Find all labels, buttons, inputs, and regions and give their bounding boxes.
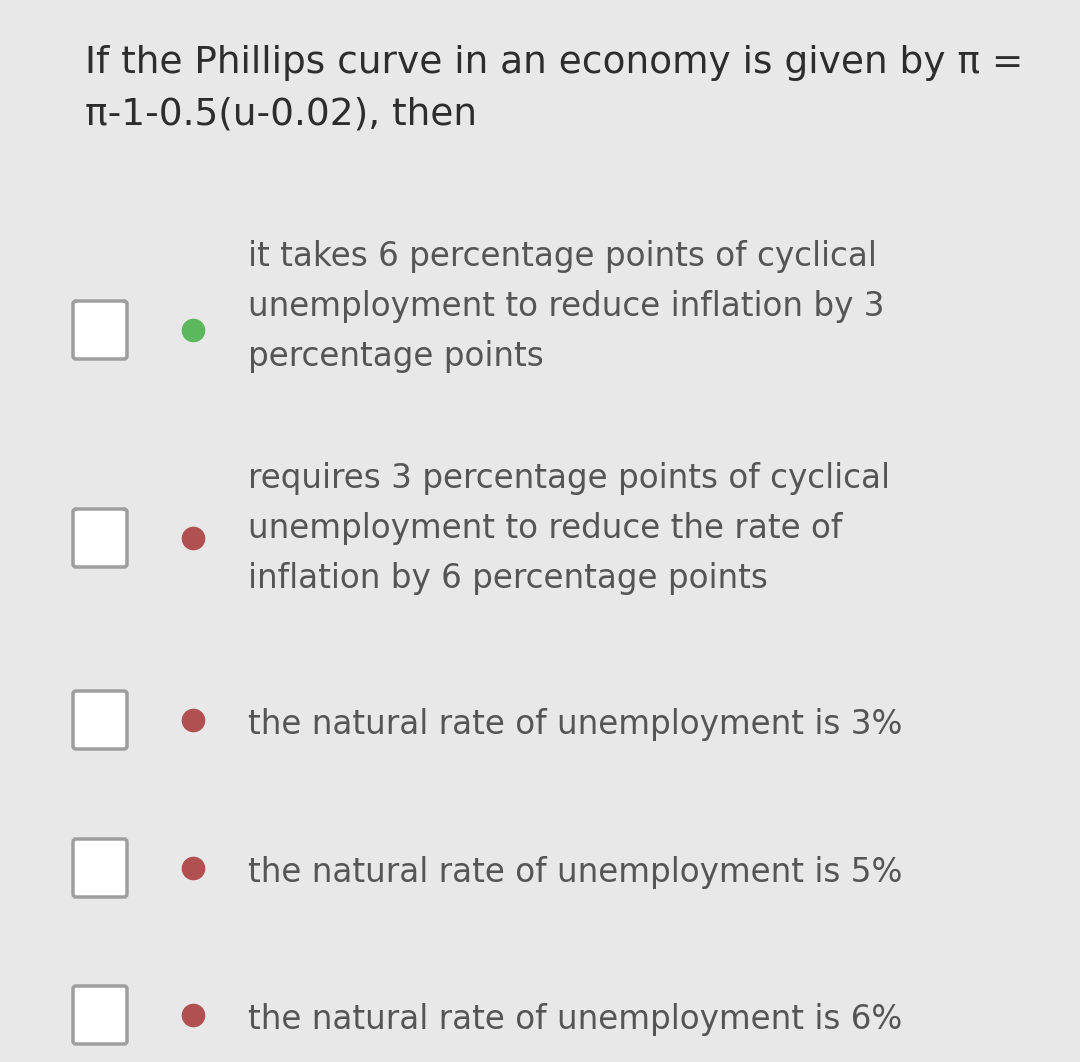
FancyBboxPatch shape [73,301,127,359]
Text: the natural rate of unemployment is 3%: the natural rate of unemployment is 3% [248,708,903,741]
FancyBboxPatch shape [73,839,127,897]
Text: it takes 6 percentage points of cyclical
unemployment to reduce inflation by 3
p: it takes 6 percentage points of cyclical… [248,240,885,373]
FancyBboxPatch shape [73,509,127,567]
FancyBboxPatch shape [73,986,127,1044]
Text: If the Phillips curve in an economy is given by π =
π-1-0.5(u-0.02), then: If the Phillips curve in an economy is g… [85,45,1024,133]
Text: the natural rate of unemployment is 5%: the natural rate of unemployment is 5% [248,856,903,889]
FancyBboxPatch shape [73,691,127,749]
Text: the natural rate of unemployment is 6%: the natural rate of unemployment is 6% [248,1003,902,1037]
Text: requires 3 percentage points of cyclical
unemployment to reduce the rate of
infl: requires 3 percentage points of cyclical… [248,462,890,595]
